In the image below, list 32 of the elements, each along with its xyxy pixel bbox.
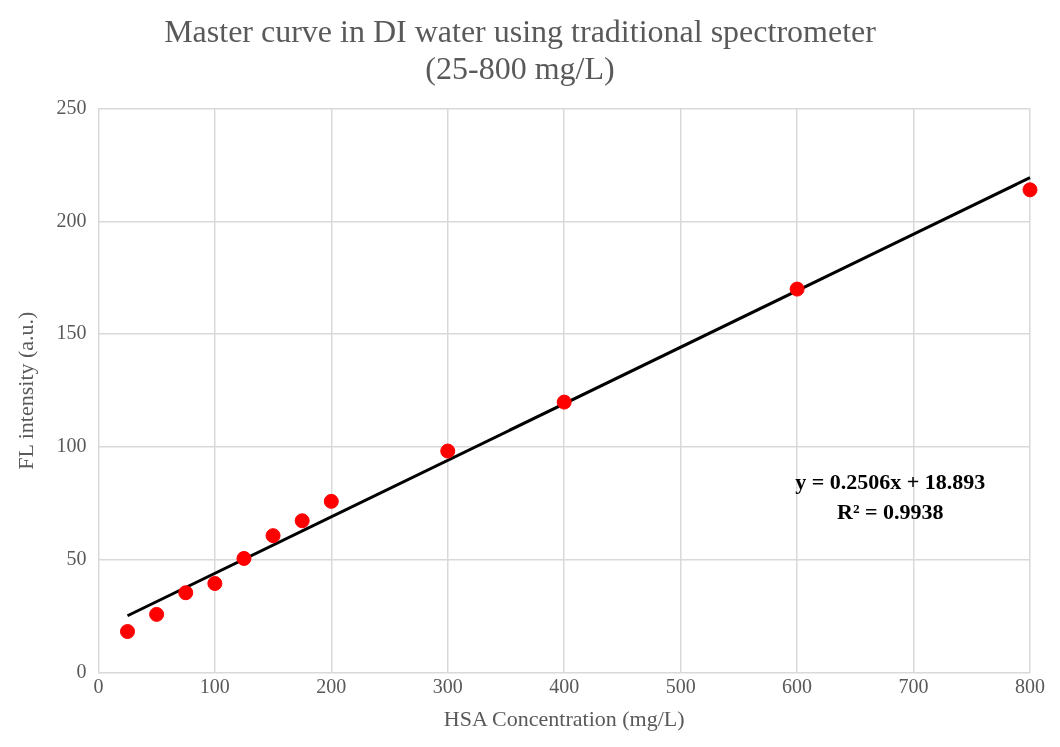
y-axis-title: FL intensity (a.u.): [12, 311, 38, 470]
x-tick-label: 800: [1015, 674, 1045, 697]
chart-title: Master curve in DI water using traditional spectrometer (25-800 mg/L): [164, 12, 877, 86]
y-tick-label: 250: [56, 95, 87, 118]
point: [323, 493, 339, 509]
x-tick-label: 400: [549, 674, 580, 697]
point: [789, 281, 805, 297]
point: [149, 606, 165, 622]
point: [265, 528, 281, 544]
y-tick-label: 0: [76, 659, 87, 682]
point: [440, 443, 456, 459]
y-tick-label: 150: [56, 321, 87, 344]
point: [207, 575, 223, 591]
point: [294, 513, 310, 529]
x-axis-title: HSA Concentration (mg/L): [443, 705, 685, 731]
x-tick-label: 300: [432, 674, 463, 697]
point: [178, 585, 194, 601]
y-tick-label: 200: [56, 208, 87, 231]
x-tick-label: 0: [93, 674, 104, 697]
x-tick-label: 100: [199, 674, 230, 697]
annotation: y = 0.2506x + 18.893: [795, 469, 986, 495]
point: [120, 624, 136, 640]
y-tick-label: 50: [66, 547, 87, 570]
x-tick-label: 700: [898, 674, 929, 697]
x-tick-label: 200: [316, 674, 347, 697]
point: [1022, 182, 1038, 198]
point: [556, 394, 572, 410]
x-tick-label: 600: [782, 674, 813, 697]
y-tick-label: 100: [56, 434, 87, 457]
x-tick-label: 500: [665, 674, 696, 697]
annotation: R² = 0.9938: [836, 499, 944, 525]
point: [236, 550, 252, 566]
